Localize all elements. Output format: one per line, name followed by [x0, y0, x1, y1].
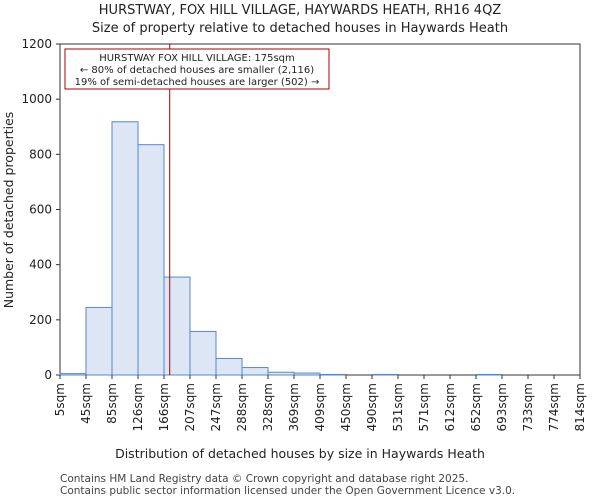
x-tick-label: 166sqm [157, 383, 171, 431]
x-tick-label: 774sqm [547, 383, 561, 431]
x-tick-label: 85sqm [105, 383, 119, 424]
y-tick-label: 1200 [21, 37, 52, 51]
x-tick-label: 5sqm [53, 383, 67, 416]
x-tick-label: 490sqm [365, 383, 379, 431]
x-tick-label: 247sqm [209, 383, 223, 431]
bar-288sqm [241, 367, 269, 376]
bar-45sqm [85, 306, 113, 376]
bar-85sqm [111, 121, 139, 376]
footer-line-2: Contains public sector information licen… [60, 485, 515, 497]
chart-subtitle: Size of property relative to detached ho… [92, 21, 508, 36]
y-tick-label: 1000 [21, 92, 52, 106]
bar-409sqm [319, 373, 347, 376]
x-tick-label: 409sqm [313, 383, 327, 431]
bar-490sqm [371, 373, 399, 376]
annotation-line-3: 19% of semi-detached houses are larger (… [75, 77, 320, 88]
annotation-line-2: ← 80% of detached houses are smaller (2,… [80, 65, 314, 76]
x-tick-label: 126sqm [131, 383, 145, 431]
x-tick-label: 693sqm [495, 383, 509, 431]
x-tick-label: 814sqm [573, 383, 587, 431]
x-tick-label: 45sqm [79, 383, 93, 424]
x-tick-label: 288sqm [235, 383, 249, 431]
plot-area: 0 200 400 600 800 1000 1200 5sqm 45sqm 85sqm 126s… [21, 37, 587, 431]
y-tick-label: 400 [29, 258, 52, 272]
chart-title: HURSTWAY, FOX HILL VILLAGE, HAYWARDS HEA… [99, 3, 502, 18]
y-axis-label: Number of detached properties [1, 112, 16, 309]
y-tick-label: 800 [29, 147, 52, 161]
bar-247sqm [215, 357, 243, 376]
x-tick-label: 733sqm [521, 383, 535, 431]
x-tick-label: 652sqm [469, 383, 483, 431]
bar-328sqm [267, 371, 295, 376]
bar-126sqm [137, 144, 165, 376]
y-tick-label: 600 [29, 203, 52, 217]
bar-166sqm [163, 276, 191, 376]
bar-369sqm [293, 372, 321, 376]
x-tick-label: 450sqm [339, 383, 353, 431]
y-axis-ticks: 0 200 400 600 800 1000 1200 [21, 37, 60, 382]
bar-652sqm [475, 373, 503, 376]
y-tick-label: 0 [44, 368, 52, 382]
x-tick-label: 207sqm [183, 383, 197, 431]
bars-group [59, 121, 503, 376]
y-tick-label: 200 [29, 313, 52, 327]
x-axis-label: Distribution of detached houses by size … [115, 446, 485, 461]
x-tick-label: 369sqm [287, 383, 301, 431]
bar-207sqm [189, 330, 217, 376]
footer-line-1: Contains HM Land Registry data © Crown c… [60, 473, 468, 485]
x-tick-label: 612sqm [443, 383, 457, 431]
bar-5sqm [59, 373, 87, 376]
x-tick-label: 571sqm [417, 383, 431, 431]
x-tick-label: 328sqm [261, 383, 275, 431]
annotation-border [64, 48, 330, 90]
x-axis-ticks: 5sqm 45sqm 85sqm 126sqm 166sqm 207sqm 247sqm 28… [53, 375, 587, 431]
annotation-box: HURSTWAY FOX HILL VILLAGE: 175sqm ← 80% … [64, 48, 330, 90]
x-tick-label: 531sqm [391, 383, 405, 431]
annotation-line-1: HURSTWAY FOX HILL VILLAGE: 175sqm [99, 53, 295, 64]
